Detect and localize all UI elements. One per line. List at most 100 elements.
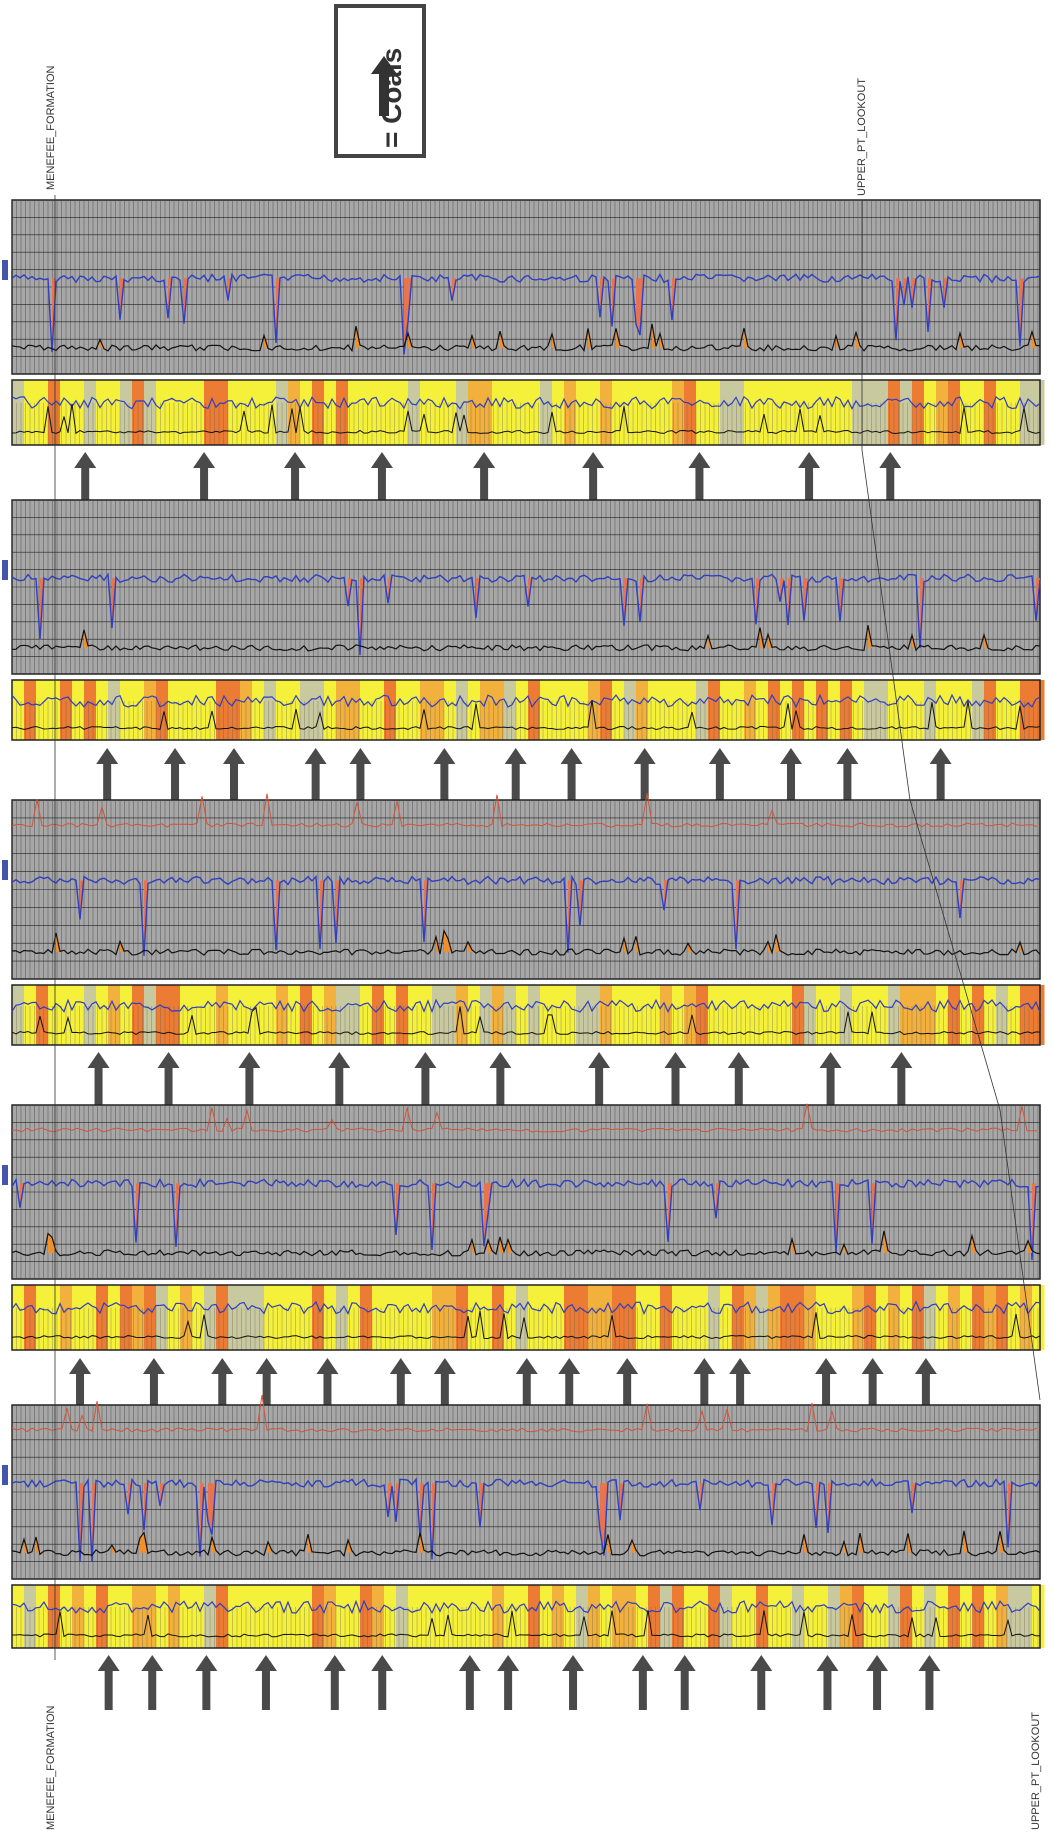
coal-arrow-icon xyxy=(729,1358,752,1410)
coal-arrow-icon xyxy=(142,1358,165,1410)
band-black-curve xyxy=(11,1006,1041,1036)
density-curve xyxy=(11,1230,1041,1257)
coal-arrow-icon xyxy=(588,1052,611,1105)
formation-label-top-left: MENEFEE_FORMATION xyxy=(45,65,57,190)
coal-arrow-icon xyxy=(164,748,187,805)
resistivity-curve xyxy=(11,1394,1038,1433)
coal-arrow-icon xyxy=(861,1358,884,1410)
coal-arrow-icon xyxy=(87,1052,110,1105)
gamma-curve xyxy=(11,874,1041,956)
coal-arrows xyxy=(97,1655,941,1710)
coal-arrow-icon xyxy=(798,452,821,500)
coal-arrow-icon xyxy=(323,1655,346,1710)
coal-arrow-icon xyxy=(582,452,605,500)
grid-horizontal-lines xyxy=(12,817,1040,962)
coal-arrow-icon xyxy=(284,452,307,500)
coal-arrow-icon xyxy=(195,1655,218,1710)
color-band-track xyxy=(12,1285,1045,1350)
coal-arrow-icon xyxy=(816,1655,839,1710)
band-grid-lines xyxy=(11,402,1039,445)
coal-arrow-icon xyxy=(157,1052,180,1105)
coal-arrows xyxy=(74,452,902,500)
coal-arrow-icon xyxy=(866,1655,889,1710)
coal-arrow-icon xyxy=(97,1655,120,1710)
gamma-curve xyxy=(11,1177,1041,1260)
band-blue-curve xyxy=(11,693,1041,709)
coal-arrow-icon xyxy=(433,748,456,805)
coal-arrow-icon xyxy=(69,1358,92,1410)
coal-arrow-icon xyxy=(914,1358,937,1410)
coal-arrow-icon xyxy=(458,1655,481,1710)
coal-arrows xyxy=(87,1052,913,1105)
band-grid-lines xyxy=(11,1607,1039,1648)
coal-arrow-icon xyxy=(414,1052,437,1105)
well-panel-3 xyxy=(2,793,1045,1105)
track-marker xyxy=(2,860,8,880)
band-grid-lines xyxy=(11,1307,1039,1350)
well-panel-2 xyxy=(2,499,1045,805)
coal-arrow-icon xyxy=(254,1655,277,1710)
coal-arrow-icon xyxy=(489,1052,512,1105)
well-panel-5 xyxy=(2,1394,1045,1710)
legend-label: = Coals xyxy=(376,47,407,148)
band-grid-lines xyxy=(11,1006,1039,1045)
coal-arrow-icon xyxy=(222,748,245,805)
coal-arrow-icon xyxy=(693,1358,716,1410)
coal-arrow-icon xyxy=(633,748,656,805)
resistivity-curve xyxy=(11,1103,1038,1133)
coal-arrow-icon xyxy=(211,1358,234,1410)
density-curve xyxy=(11,625,1041,652)
coal-arrow-icon xyxy=(673,1655,696,1710)
color-band-border xyxy=(11,1584,1041,1649)
band-blue-curve xyxy=(11,395,1041,410)
density-curve xyxy=(11,928,1041,957)
density-curve xyxy=(11,1530,1041,1558)
coal-arrow-icon xyxy=(836,748,859,805)
resistivity-curve xyxy=(11,793,1038,828)
coal-arrow-icon xyxy=(560,748,583,805)
legend-box: = Coals xyxy=(334,4,426,158)
well-panel-1 xyxy=(2,199,1045,500)
coal-arrow-icon xyxy=(664,1052,687,1105)
coal-arrow-icon xyxy=(349,748,372,805)
coal-arrow-icon xyxy=(890,1052,913,1105)
coal-arrow-icon xyxy=(688,452,711,500)
color-band-border xyxy=(11,1284,1041,1351)
coal-arrow-icon xyxy=(708,748,731,805)
grid-horizontal-lines xyxy=(12,1422,1040,1562)
coal-arrow-icon xyxy=(750,1655,773,1710)
track-marker xyxy=(2,1465,8,1485)
coal-arrow-icon xyxy=(473,452,496,500)
density-curve xyxy=(11,323,1041,353)
coal-arrow-icon xyxy=(497,1655,520,1710)
coal-arrow-icon xyxy=(389,1358,412,1410)
coal-arrow-icon xyxy=(304,748,327,805)
coal-arrow-icon xyxy=(819,1052,842,1105)
track-marker xyxy=(2,1165,8,1185)
formation-label-bottom-right: UPPER_PT_LOOKOUT xyxy=(1030,1712,1042,1830)
lookout-boundary-line xyxy=(861,200,1041,1401)
coal-arrow-icon xyxy=(316,1358,339,1410)
gamma-curve xyxy=(11,572,1041,656)
coal-arrow-icon xyxy=(815,1358,838,1410)
formation-label-top-right: UPPER_PT_LOOKOUT xyxy=(856,78,868,196)
coal-arrow-icon xyxy=(631,1655,654,1710)
well-panel-4 xyxy=(2,1103,1045,1410)
coal-arrow-icon xyxy=(370,452,393,500)
color-band-border xyxy=(11,379,1041,446)
coal-arrow-icon xyxy=(433,1358,456,1410)
coal-arrow-icon xyxy=(558,1358,581,1410)
band-black-curve xyxy=(11,403,1041,435)
band-black-curve xyxy=(11,1610,1041,1638)
coal-arrow-icon xyxy=(193,452,216,500)
coal-arrow-icon xyxy=(515,1358,538,1410)
coal-arrow-icon xyxy=(616,1358,639,1410)
band-black-curve xyxy=(11,1310,1041,1340)
color-band-track xyxy=(12,985,1045,1045)
coal-arrow-icon xyxy=(238,1052,261,1105)
gamma-curve xyxy=(11,1477,1041,1562)
coal-arrow-icon xyxy=(74,452,97,500)
band-black-curve xyxy=(11,700,1041,731)
